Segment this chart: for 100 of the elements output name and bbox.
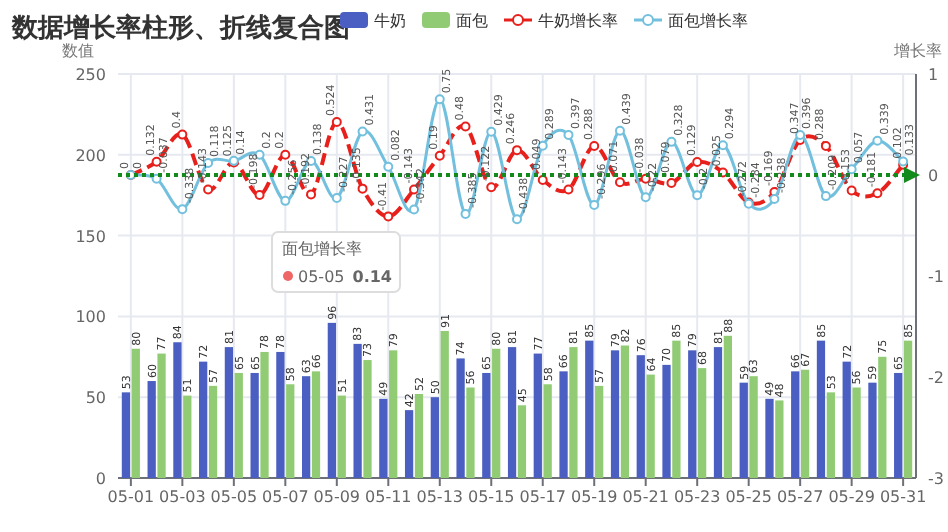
bar bbox=[585, 340, 594, 478]
x-tick-label: 05-03 bbox=[159, 488, 206, 506]
bar bbox=[456, 358, 465, 478]
bar bbox=[791, 371, 800, 478]
point bbox=[331, 192, 342, 203]
point bbox=[434, 150, 445, 161]
x-tick-label: 05-27 bbox=[776, 488, 824, 506]
bar bbox=[749, 376, 758, 478]
bar bbox=[363, 360, 372, 478]
bar bbox=[903, 340, 913, 478]
bar bbox=[224, 347, 234, 478]
x-tick-label: 05-13 bbox=[416, 488, 464, 506]
point bbox=[357, 126, 368, 137]
y2-tick-label: -1 bbox=[928, 268, 944, 286]
bar bbox=[131, 348, 140, 478]
bar bbox=[157, 353, 166, 478]
annotation: 05-05 bbox=[298, 268, 345, 286]
x-tick-label: 05-29 bbox=[828, 488, 875, 506]
point bbox=[692, 190, 703, 201]
x-tick-label: 05-31 bbox=[879, 488, 927, 506]
annotation: 面包增长率 bbox=[282, 240, 362, 258]
y2-tick-label: -2 bbox=[928, 369, 944, 387]
y2-tick-label: -3 bbox=[928, 470, 944, 488]
legend-label: 牛奶 bbox=[374, 12, 406, 30]
point bbox=[203, 184, 214, 195]
point bbox=[434, 94, 445, 105]
bar bbox=[430, 397, 439, 478]
legend-label: 牛奶增长率 bbox=[538, 12, 618, 30]
bar bbox=[337, 395, 346, 478]
point bbox=[460, 208, 471, 219]
point bbox=[563, 129, 574, 140]
x-tick-label: 05-23 bbox=[673, 488, 721, 506]
bar bbox=[826, 392, 835, 478]
point bbox=[872, 135, 883, 146]
bar bbox=[559, 371, 568, 478]
bar bbox=[636, 355, 645, 478]
point bbox=[280, 195, 291, 206]
bar bbox=[517, 405, 527, 478]
bar bbox=[595, 385, 604, 478]
bar bbox=[713, 347, 723, 478]
bar bbox=[250, 372, 259, 478]
bar bbox=[543, 384, 552, 478]
point bbox=[177, 129, 188, 140]
x-tick-label: 05-25 bbox=[725, 488, 772, 506]
bar bbox=[868, 382, 877, 478]
point bbox=[486, 126, 497, 137]
bar bbox=[404, 410, 414, 478]
bar bbox=[276, 351, 285, 478]
bar bbox=[878, 356, 887, 478]
bar bbox=[662, 364, 671, 478]
y2-tick-label: 0 bbox=[928, 167, 939, 185]
y-tick-label: 250 bbox=[75, 66, 106, 84]
x-tick-label: 05-15 bbox=[468, 488, 515, 506]
point bbox=[383, 161, 394, 172]
bar bbox=[765, 398, 774, 478]
tooltip: 面包增长率 05-05 0.14 bbox=[271, 231, 401, 293]
x-tick-label: 05-05 bbox=[210, 488, 258, 506]
point bbox=[306, 189, 317, 200]
y2-axis-title: 增长率 bbox=[892, 42, 942, 60]
bar bbox=[569, 347, 578, 478]
bar bbox=[533, 353, 542, 478]
bar bbox=[466, 387, 475, 478]
bar bbox=[620, 345, 630, 478]
bar bbox=[507, 347, 517, 478]
bar bbox=[414, 393, 424, 478]
annotation: 0.14 bbox=[352, 268, 393, 286]
bar bbox=[816, 340, 826, 478]
point bbox=[872, 188, 883, 199]
bar bbox=[440, 330, 449, 478]
bar bbox=[121, 392, 131, 478]
bar bbox=[842, 361, 851, 478]
bar bbox=[173, 342, 182, 478]
point bbox=[460, 121, 471, 132]
bar bbox=[482, 372, 491, 478]
point bbox=[357, 183, 368, 194]
point bbox=[589, 140, 600, 151]
bar bbox=[852, 387, 861, 478]
bar bbox=[353, 343, 362, 478]
point bbox=[512, 214, 522, 225]
bar bbox=[286, 384, 295, 478]
x-tick-label: 05-21 bbox=[622, 488, 669, 506]
bar bbox=[688, 350, 697, 478]
bar bbox=[199, 361, 208, 478]
x-tick-label: 05-01 bbox=[107, 488, 155, 506]
bar bbox=[389, 350, 398, 478]
point bbox=[846, 185, 857, 196]
point bbox=[666, 177, 677, 188]
bar bbox=[234, 372, 243, 478]
point bbox=[769, 194, 780, 205]
point bbox=[177, 204, 188, 215]
point bbox=[820, 191, 831, 202]
bar bbox=[646, 374, 655, 478]
bar bbox=[301, 376, 311, 478]
x-tick-label: 05-09 bbox=[313, 488, 361, 506]
bar bbox=[183, 395, 192, 478]
bar bbox=[311, 371, 321, 478]
bar bbox=[208, 385, 218, 478]
y-tick-label: 0 bbox=[95, 470, 106, 488]
bar bbox=[147, 381, 156, 478]
x-tick-label: 05-17 bbox=[519, 488, 566, 506]
